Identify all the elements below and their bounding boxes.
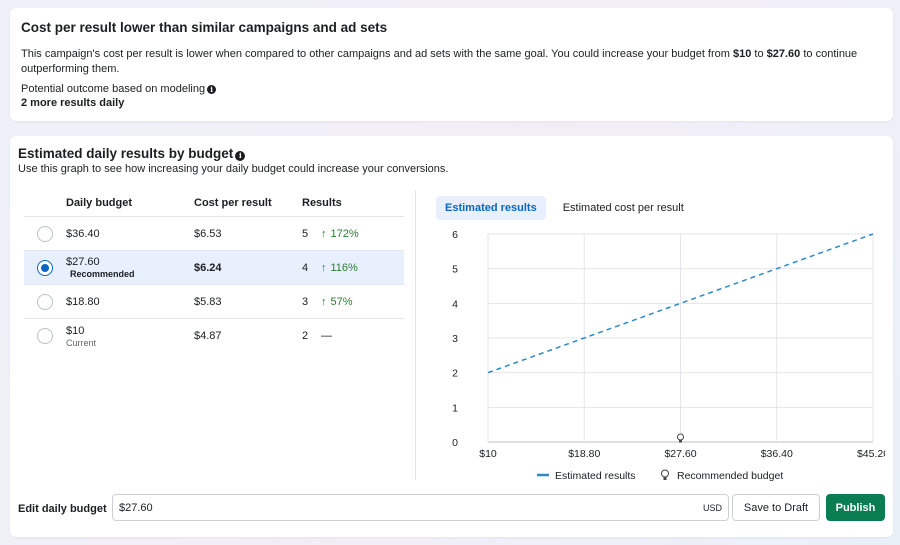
row-budget: $27.60 xyxy=(66,256,100,268)
row-cost: $6.53 xyxy=(194,227,222,240)
section-title: Estimated daily results by budget i xyxy=(18,146,246,161)
row-cost: $4.87 xyxy=(194,330,222,342)
row-results: 4 xyxy=(302,261,309,274)
row-results: 2 xyxy=(302,330,309,342)
row-budget: $10 xyxy=(66,324,85,337)
insight-body-connector: to xyxy=(751,48,767,60)
x-tick-label: $45.20 xyxy=(857,448,885,460)
row-cost: $6.24 xyxy=(194,261,222,274)
outcome-value: 2 more results daily xyxy=(21,97,125,109)
insight-title: Cost per result lower than similar campa… xyxy=(21,20,388,35)
y-tick-label: 0 xyxy=(452,437,458,449)
header-results: Results xyxy=(302,197,342,209)
recommended-label: Recommended xyxy=(70,269,135,279)
arrow-up-icon: ↑ xyxy=(321,261,327,274)
budget-radio[interactable] xyxy=(37,293,53,310)
legend-estimated-results: Estimated results xyxy=(555,470,636,482)
results-chart: 0 1 2 3 4 5 6 $10 $18.80 $27.60 $36.40 $45.20 Estima… xyxy=(452,229,885,482)
row-change: — xyxy=(321,330,332,342)
y-tick-label: 5 xyxy=(452,264,458,276)
bulb-icon xyxy=(661,469,669,480)
insight-body-text: This campaign's cost per result is lower… xyxy=(21,48,733,60)
from-budget-value: $10 xyxy=(732,48,752,60)
section-description: Use this graph to see how increasing you… xyxy=(18,163,449,175)
budget-radio[interactable] xyxy=(37,328,53,344)
row-results: 3 xyxy=(302,295,309,308)
y-tick-label: 2 xyxy=(452,368,458,380)
arrow-up-icon: ↑ xyxy=(321,227,327,240)
insight-body-ending: to continue outperforming them. xyxy=(21,48,858,75)
row-change: 172% xyxy=(330,227,359,240)
y-tick-label: 3 xyxy=(452,333,458,345)
x-tick-label: $10 xyxy=(479,448,497,460)
estimated-results-card: Estimated daily results by budget i Use t… xyxy=(10,136,893,537)
info-icon[interactable]: i xyxy=(207,85,217,94)
save-to-draft-button[interactable]: Save to Draft xyxy=(732,494,820,521)
header-cost-per-result: Cost per result xyxy=(194,197,272,209)
row-budget: $36.40 xyxy=(66,227,100,240)
header-daily-budget: Daily budget xyxy=(66,197,133,209)
arrow-up-icon: ↑ xyxy=(321,295,327,308)
table-row[interactable]: $10 Current $4.87 2 — xyxy=(24,319,404,353)
publish-button[interactable]: Publish xyxy=(826,494,885,521)
row-cost: $5.83 xyxy=(194,295,222,308)
budget-table: Daily budget Cost per result Results $36… xyxy=(24,190,404,353)
table-row[interactable]: $18.80 $5.83 3 ↑ 57% xyxy=(24,285,404,319)
x-tick-label: $36.40 xyxy=(761,448,793,460)
legend-recommended-budget: Recommended budget xyxy=(677,470,783,482)
daily-budget-input[interactable] xyxy=(119,501,703,514)
row-change: 57% xyxy=(330,295,353,308)
table-row[interactable]: $27.60 Recommended $6.24 4 ↑ 116% xyxy=(24,251,404,285)
tab-estimated-cost-per-result[interactable]: Estimated cost per result xyxy=(562,202,684,214)
y-tick-label: 6 xyxy=(452,229,458,241)
x-tick-label: $27.60 xyxy=(664,448,696,460)
edit-budget-label: Edit daily budget xyxy=(18,503,107,515)
table-row[interactable]: $36.40 $6.53 5 ↑ 172% xyxy=(24,217,404,251)
y-tick-label: 1 xyxy=(452,402,458,414)
tab-estimated-results[interactable]: Estimated results xyxy=(436,196,546,220)
outcome-label: Potential outcome based on modeling i xyxy=(21,82,882,96)
bulb-icon xyxy=(677,433,684,443)
section-title-text: Estimated daily results by budget xyxy=(18,146,234,161)
insight-body: This campaign's cost per result is lower… xyxy=(21,47,882,77)
x-tick-label: $18.80 xyxy=(568,448,600,460)
row-budget: $18.80 xyxy=(66,295,100,308)
current-label: Current xyxy=(66,337,97,348)
chart-tabs: Estimated results Estimated cost per res… xyxy=(436,196,701,220)
insight-card: Cost per result lower than similar campa… xyxy=(10,8,893,121)
currency-label: USD xyxy=(702,502,722,513)
budget-input-container: USD xyxy=(112,494,729,521)
y-tick-label: 4 xyxy=(452,298,458,310)
table-header: Daily budget Cost per result Results xyxy=(24,190,404,217)
vertical-divider xyxy=(415,190,416,480)
row-change: 116% xyxy=(330,261,358,274)
budget-radio[interactable] xyxy=(37,259,53,276)
to-budget-value: $27.60 xyxy=(766,48,801,60)
row-results: 5 xyxy=(302,227,309,240)
outcome-label-text: Potential outcome based on modeling xyxy=(21,83,206,95)
info-icon[interactable]: i xyxy=(235,151,246,161)
budget-radio[interactable] xyxy=(37,225,53,242)
